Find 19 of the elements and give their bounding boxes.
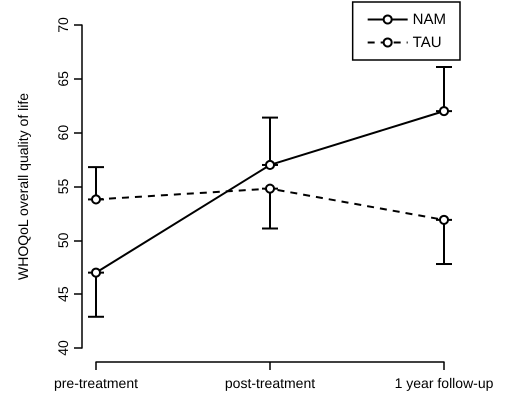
point [439, 106, 449, 116]
y-axis-title: WHOQoL overall quality of life [15, 92, 31, 280]
point [91, 194, 101, 204]
y-tick-label: 45 [55, 286, 71, 302]
point [265, 184, 275, 194]
point [265, 160, 275, 170]
x-tick-label: pre-treatment [54, 375, 138, 391]
y-tick-label: 50 [55, 232, 71, 248]
point [439, 214, 449, 225]
legend-label: NAM [412, 11, 446, 28]
y-tick-label: 60 [55, 124, 71, 140]
y-tick-label: 55 [55, 178, 71, 194]
y-tick-label: 65 [55, 70, 71, 87]
x-tick-label: post-treatment [224, 375, 316, 391]
y-tick-label: 70 [55, 17, 71, 33]
y-tick-label: 40 [55, 340, 71, 356]
x-tick-label: 1 year follow-up [394, 375, 494, 391]
point [91, 268, 101, 278]
legend-label: TAU [412, 34, 442, 51]
